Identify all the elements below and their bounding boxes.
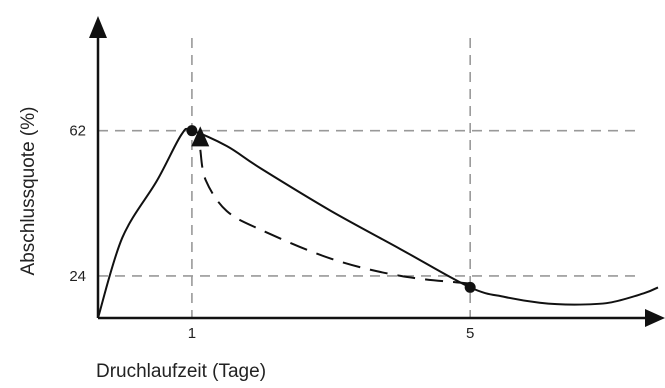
x-tick-label-5: 5 <box>466 325 474 342</box>
x-axis-title: Druchlaufzeit (Tage) <box>96 361 266 382</box>
tick-labels: 1 5 24 62 <box>69 123 474 342</box>
markers <box>186 125 476 293</box>
y-tick-label-62: 62 <box>69 123 86 140</box>
y-tick-label-24: 24 <box>69 268 86 285</box>
series-line-dashed <box>199 149 471 285</box>
y-axis-title: Abschlussquote (%) <box>18 107 39 276</box>
x-tick-label-1: 1 <box>188 325 196 342</box>
dashed-curve-arrow-icon <box>191 126 210 147</box>
x-axis-arrow-icon <box>645 309 665 327</box>
axes <box>89 16 665 327</box>
data-point-marker-1 <box>186 125 198 137</box>
grid-lines <box>98 38 640 318</box>
series-line-solid <box>98 127 659 319</box>
series <box>98 126 659 319</box>
data-point-marker-2 <box>464 281 476 293</box>
y-axis-arrow-icon <box>89 16 107 38</box>
